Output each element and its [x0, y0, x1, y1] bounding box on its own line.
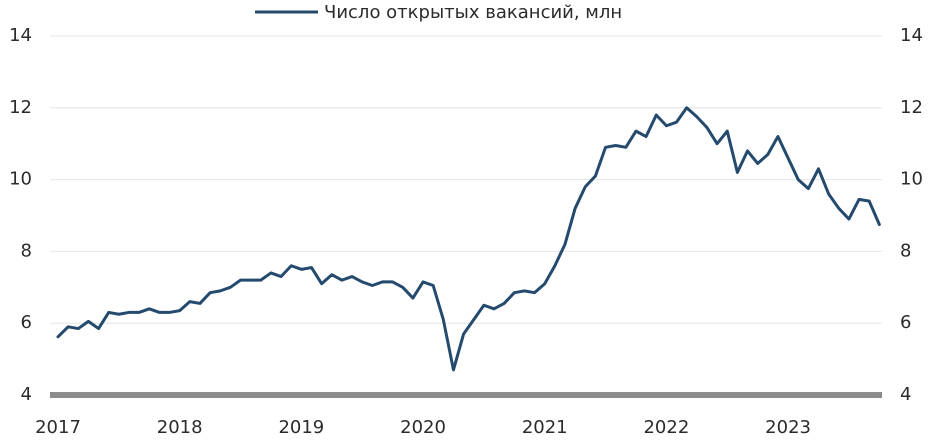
y2-tick-label: 12: [900, 97, 923, 118]
y-tick-label: 12: [9, 97, 32, 118]
y-tick-label: 8: [21, 240, 32, 261]
y-tick-label: 6: [21, 312, 32, 333]
y-tick-label: 4: [21, 384, 32, 405]
x-tick-label: 2022: [643, 417, 689, 438]
y-tick-label: 10: [9, 169, 32, 190]
x-tick-label: 2019: [278, 417, 324, 438]
series-line: [56, 106, 881, 372]
y2-tick-label: 8: [900, 240, 911, 261]
y2-tick-label: 6: [900, 312, 911, 333]
x-tick-label: 2017: [35, 417, 81, 438]
x-tick-label: 2018: [157, 417, 203, 438]
y2-tick-label: 14: [900, 25, 923, 46]
x-tick-label: 2020: [400, 417, 446, 438]
x-tick-label: 2023: [765, 417, 811, 438]
y-tick-label: 14: [9, 25, 32, 46]
x-tick-label: 2021: [522, 417, 568, 438]
y2-tick-label: 4: [900, 384, 911, 405]
y2-tick-label: 10: [900, 169, 923, 190]
legend-label: Число открытых вакансий, млн: [324, 2, 622, 23]
